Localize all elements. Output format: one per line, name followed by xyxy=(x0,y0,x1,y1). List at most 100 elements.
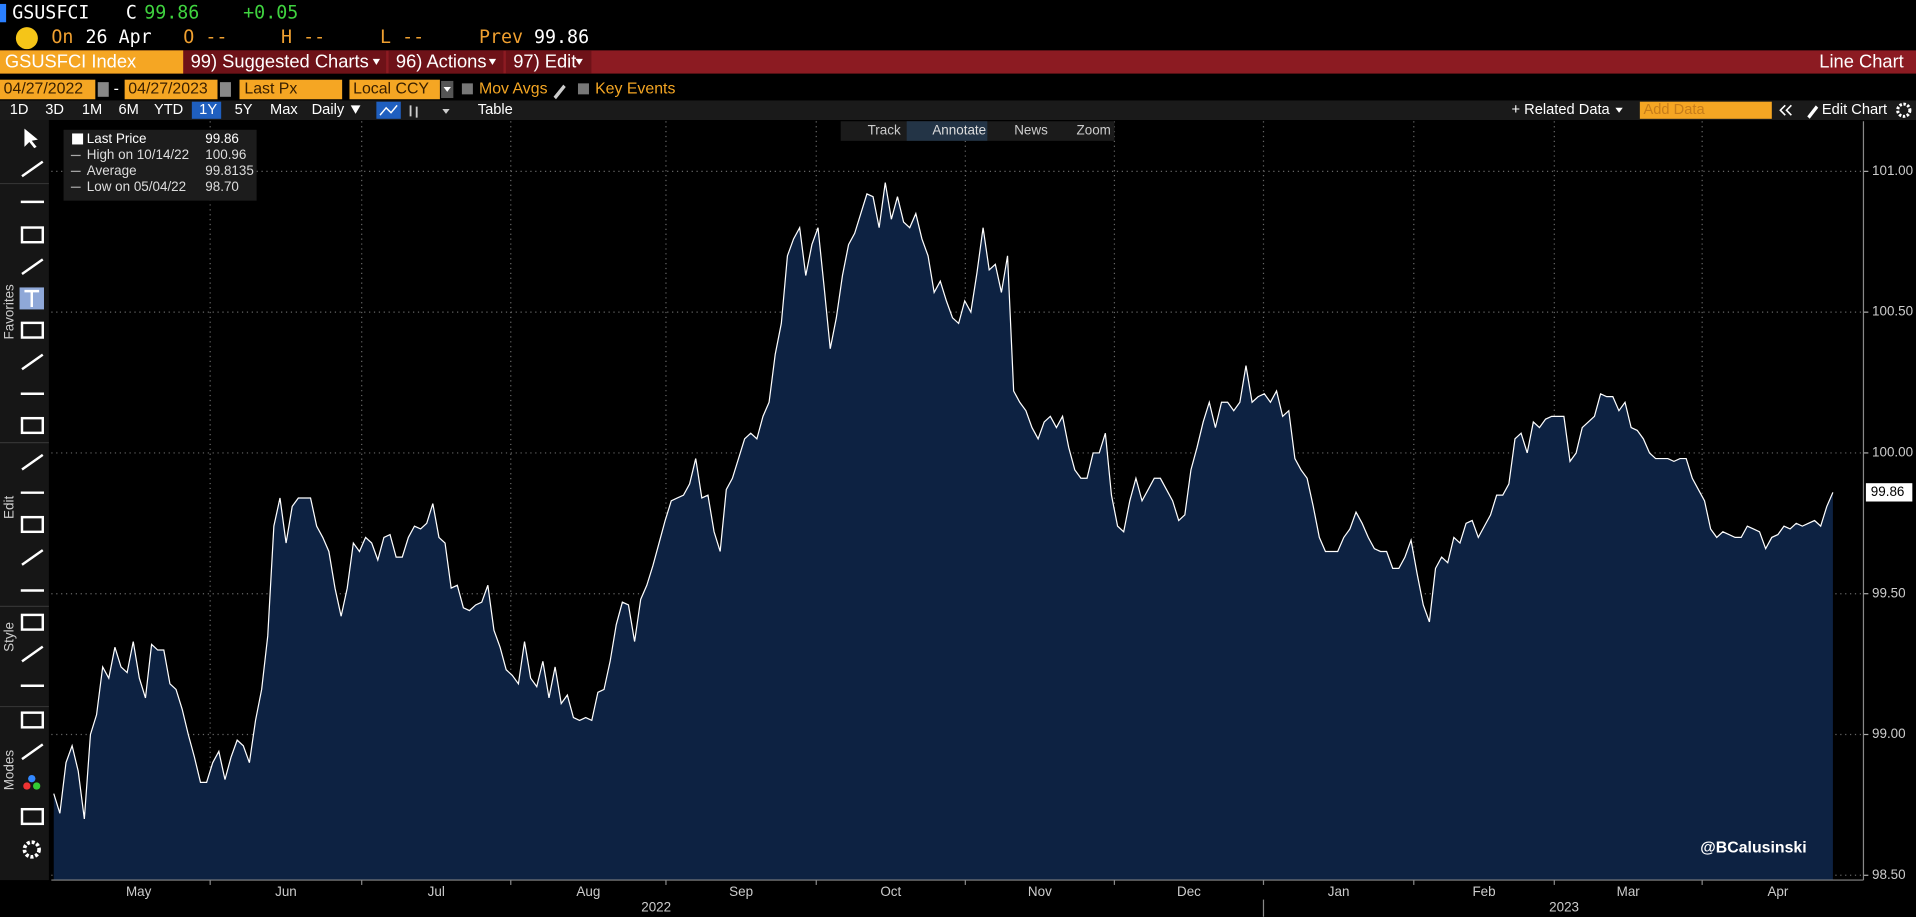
legend-label: Average xyxy=(87,163,137,178)
x-tick-label: Jul xyxy=(428,884,445,899)
checkbox[interactable] xyxy=(461,83,473,95)
color-dot[interactable] xyxy=(23,782,31,790)
dropdown-arrow xyxy=(488,58,497,66)
legend-swatch xyxy=(72,133,84,145)
area-fill xyxy=(53,182,1833,881)
focus-marker xyxy=(0,3,7,23)
y-tick-label: 98.50 xyxy=(1872,867,1906,882)
end-date-input[interactable] xyxy=(124,79,218,100)
start-date-input[interactable] xyxy=(0,79,96,100)
period-active xyxy=(191,101,222,119)
current-price-label: 99.86 xyxy=(1871,484,1905,499)
menu-item[interactable]: 96) Actions xyxy=(396,50,487,71)
security-box[interactable] xyxy=(0,50,184,74)
y-tick-label: 100.00 xyxy=(1872,444,1913,459)
dropdown-arrow xyxy=(442,109,450,114)
annotate-highlight xyxy=(906,121,988,141)
option[interactable]: Key Events xyxy=(595,81,675,98)
menu-item-box[interactable] xyxy=(388,50,504,74)
sidebar-icons xyxy=(0,128,49,859)
y-tick-label: 99.00 xyxy=(1872,726,1906,741)
pencil-icon[interactable] xyxy=(553,84,566,100)
tool-icon[interactable] xyxy=(21,453,44,471)
currency-input[interactable] xyxy=(349,79,440,100)
calendar-icon[interactable] xyxy=(219,82,231,97)
chart-tool[interactable]: News xyxy=(1014,123,1048,138)
x-tick-label: Mar xyxy=(1617,884,1641,899)
dropdown-arrow xyxy=(350,105,361,114)
currency: Local CCY xyxy=(353,81,429,98)
calendar-icon[interactable] xyxy=(97,82,109,97)
tool-icon[interactable] xyxy=(21,549,44,566)
legend-label: Low on 05/04/22 xyxy=(87,179,186,194)
period-button[interactable]: 1M xyxy=(82,102,102,118)
sidebar-label: Edit xyxy=(1,496,16,519)
checkbox[interactable] xyxy=(577,83,589,95)
field: Last Px xyxy=(244,81,297,98)
tool-icon[interactable] xyxy=(21,258,44,275)
pencil-icon xyxy=(1807,105,1819,119)
tool-icon[interactable] xyxy=(21,743,44,761)
ticker: GSUSFCI xyxy=(12,3,89,24)
chart-tool[interactable]: Track xyxy=(868,123,901,138)
period-button[interactable]: 3D xyxy=(45,102,64,118)
tool-icon[interactable] xyxy=(21,645,44,663)
tool-icon[interactable] xyxy=(21,160,44,178)
tool-icon[interactable] xyxy=(20,613,44,631)
chart-tool[interactable]: Annotate xyxy=(932,123,986,138)
period-button[interactable]: 1Y xyxy=(199,102,217,118)
last-price: 99.86 xyxy=(144,3,199,24)
x-tick-label: Jun xyxy=(275,884,297,899)
x-tick-label: May xyxy=(126,884,152,899)
chart-tool[interactable]: Zoom xyxy=(1077,123,1111,138)
tool-icon[interactable] xyxy=(21,353,44,371)
sidebar-label: Style xyxy=(1,622,16,652)
color-dot xyxy=(32,782,41,790)
close-label: C xyxy=(126,3,137,24)
alert-icon[interactable] xyxy=(15,27,38,50)
x-tick-label: Oct xyxy=(880,884,901,899)
option[interactable]: Mov Avgs xyxy=(479,81,548,98)
legend-value: 99.86 xyxy=(205,131,239,146)
x-tick-label: Sep xyxy=(729,884,753,899)
related-data[interactable]: + Related Data xyxy=(1512,102,1611,118)
period-buttons: 1D 3D 1M 6M YTD 1Y 5Y Max xyxy=(10,101,298,119)
color-dot xyxy=(28,774,36,783)
on-label: On xyxy=(51,27,73,48)
edit-chart[interactable]: Edit Chart xyxy=(1822,102,1887,118)
high: H -- xyxy=(281,27,325,48)
select-tool[interactable] xyxy=(24,128,38,149)
period-button[interactable]: 1D xyxy=(10,102,29,118)
tool-icon[interactable] xyxy=(20,226,44,244)
end-date: 04/27/2023 xyxy=(128,81,208,98)
period-button[interactable]: Max xyxy=(270,102,298,118)
tool-icon[interactable] xyxy=(20,416,44,435)
settings-icon[interactable] xyxy=(1896,102,1912,118)
menu-item-box[interactable] xyxy=(183,50,387,74)
period-button[interactable]: 5Y xyxy=(235,102,253,118)
period-button[interactable]: YTD xyxy=(154,102,183,118)
tool-icon[interactable] xyxy=(20,711,44,729)
table-button[interactable]: Table xyxy=(478,102,513,118)
period-button[interactable]: 6M xyxy=(119,102,139,118)
legend-value: 100.96 xyxy=(205,147,246,162)
current-price-box xyxy=(1865,483,1913,502)
tool-icon[interactable] xyxy=(20,515,44,534)
legend-label: High on 10/14/22 xyxy=(87,147,189,162)
settings-tool[interactable] xyxy=(22,840,41,859)
tool-icon[interactable] xyxy=(20,807,44,826)
legend-label: Last Price xyxy=(87,131,147,146)
bar-icon[interactable] xyxy=(409,105,418,118)
menu-item[interactable]: 99) Suggested Charts xyxy=(191,50,369,71)
menu-item-box[interactable] xyxy=(505,50,592,74)
chart-type: Line Chart xyxy=(1819,50,1904,71)
menu-item[interactable]: 97) Edit xyxy=(513,50,576,71)
add-data-input[interactable] xyxy=(1639,101,1772,119)
frequency[interactable]: Daily xyxy=(312,102,345,118)
field-input[interactable] xyxy=(239,79,343,100)
tool-icon[interactable] xyxy=(20,321,44,339)
x-tick-label: Nov xyxy=(1028,884,1052,899)
collapse-icon[interactable] xyxy=(1779,104,1792,116)
sidebar-label: Favorites xyxy=(1,284,16,340)
